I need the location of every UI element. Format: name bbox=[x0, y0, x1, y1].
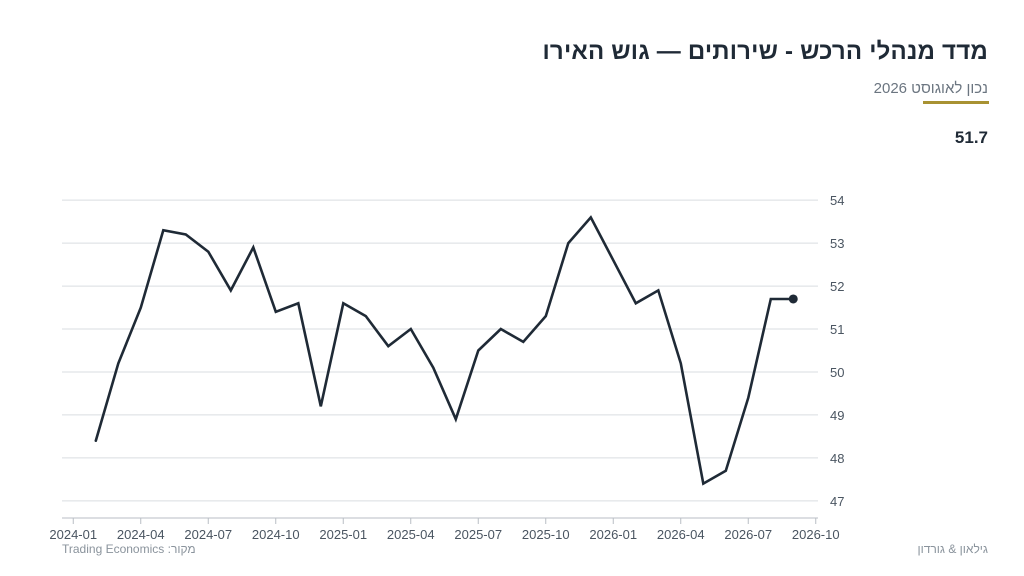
y-tick-label-52: 52 bbox=[830, 279, 844, 294]
y-tick-label-51: 51 bbox=[830, 322, 844, 337]
source-label: מקור: bbox=[167, 542, 196, 556]
x-tick-label-2025-10: 2025-10 bbox=[522, 527, 570, 542]
x-tick-label-2025-01: 2025-01 bbox=[319, 527, 367, 542]
x-tick-label-2024-01: 2024-01 bbox=[49, 527, 97, 542]
y-tick-label-53: 53 bbox=[830, 236, 844, 251]
last-point-marker bbox=[788, 294, 798, 304]
x-tick-label-2025-04: 2025-04 bbox=[387, 527, 435, 542]
source-name: Trading Economics bbox=[62, 542, 165, 556]
series-line-0 bbox=[94, 215, 795, 486]
x-tick-label-2026-01: 2026-01 bbox=[589, 527, 637, 542]
y-tick-label-50: 50 bbox=[830, 365, 844, 380]
x-tick-label-2024-04: 2024-04 bbox=[117, 527, 165, 542]
x-tick-label-2026-07: 2026-07 bbox=[724, 527, 772, 542]
x-tick-label-2025-07: 2025-07 bbox=[454, 527, 502, 542]
source-note: מקור: Trading Economics bbox=[62, 542, 196, 556]
accent-rule bbox=[923, 101, 989, 104]
brand-credit: גילאון & גורדון bbox=[917, 542, 988, 556]
y-tick-label-54: 54 bbox=[830, 193, 844, 208]
x-tick-label-2026-10: 2026-10 bbox=[792, 527, 840, 542]
chart-title: מדד מנהלי הרכש - שירותים — גוש האירו bbox=[542, 38, 988, 65]
chart-header: מדד מנהלי הרכש - שירותים — גוש האירו נכו… bbox=[542, 38, 988, 97]
y-tick-label-48: 48 bbox=[830, 451, 844, 466]
y-tick-label-49: 49 bbox=[830, 408, 844, 423]
x-tick-label-2024-07: 2024-07 bbox=[184, 527, 232, 542]
y-tick-label-47: 47 bbox=[830, 494, 844, 509]
x-tick-label-2026-04: 2026-04 bbox=[657, 527, 705, 542]
latest-value: 51.7 bbox=[954, 128, 988, 147]
x-tick-label-2024-10: 2024-10 bbox=[252, 527, 300, 542]
chart-subtitle: נכון לאוגוסט 2026 bbox=[873, 80, 988, 97]
